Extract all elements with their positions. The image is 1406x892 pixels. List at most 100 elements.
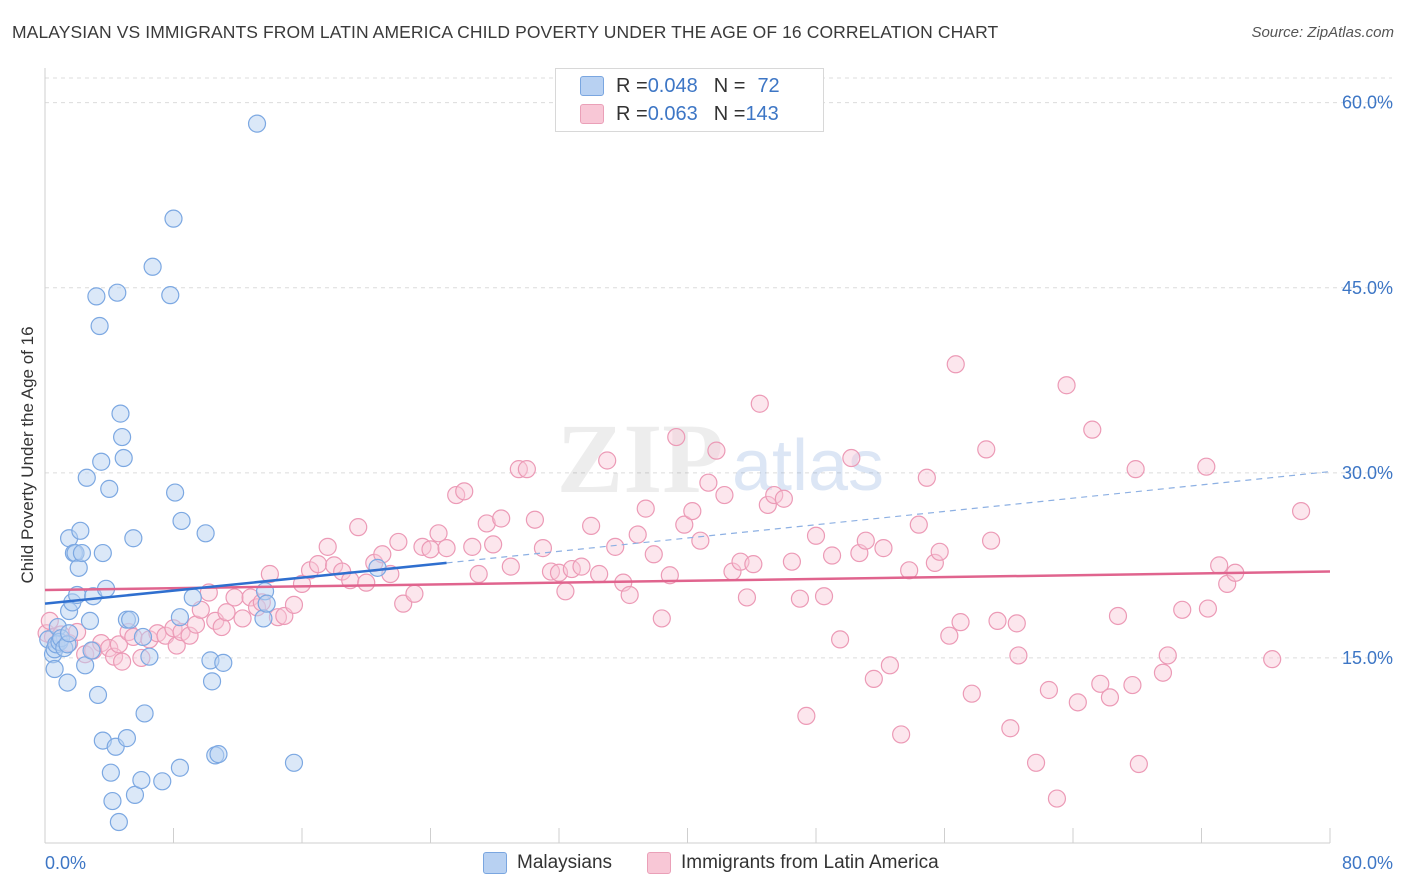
data-point-immigrants — [1108, 606, 1128, 626]
data-point-malaysians — [111, 404, 130, 423]
data-point-immigrants — [737, 588, 757, 607]
data-point-malaysians — [247, 114, 267, 133]
data-point-immigrants — [318, 537, 337, 556]
series-malaysians-points — [39, 114, 387, 832]
data-point-immigrants — [758, 495, 777, 515]
data-point-immigrants — [660, 566, 679, 585]
data-point-immigrants — [598, 451, 617, 470]
series-immigrants-points — [37, 355, 1311, 808]
data-point-malaysians — [108, 283, 127, 302]
data-point-immigrants — [1001, 719, 1020, 738]
data-point-immigrants — [667, 427, 686, 447]
data-point-immigrants — [782, 552, 802, 571]
data-point-immigrants — [797, 706, 816, 726]
data-point-immigrants — [744, 555, 763, 574]
data-point-malaysians — [92, 452, 111, 471]
data-point-malaysians — [101, 763, 120, 782]
data-point-immigrants — [856, 531, 875, 550]
y-tick-label: 60.0% — [1342, 93, 1393, 113]
legend-swatch-blue — [580, 76, 604, 96]
legend-swatch-pink — [647, 852, 671, 874]
data-point-malaysians — [254, 609, 273, 628]
data-point-immigrants — [217, 603, 236, 622]
data-point-immigrants — [1129, 754, 1148, 774]
r-value: 0.048 — [647, 74, 698, 97]
data-point-malaysians — [214, 653, 233, 672]
y-tick-label: 30.0% — [1342, 463, 1393, 483]
data-point-immigrants — [1057, 376, 1076, 395]
trend-line-malaysians — [44, 561, 447, 605]
data-point-immigrants — [909, 515, 928, 534]
data-point-immigrants — [292, 574, 312, 593]
data-point-malaysians — [202, 672, 222, 691]
data-point-immigrants — [421, 540, 440, 559]
data-point-immigrants — [1083, 420, 1102, 439]
data-point-immigrants — [814, 587, 834, 606]
data-point-immigrants — [1173, 600, 1192, 619]
legend-row-immigrants: R = 0.063 N = 143 — [556, 99, 779, 129]
grid-lines — [45, 77, 1392, 659]
data-point-immigrants — [988, 611, 1007, 631]
y-tick-label: 45.0% — [1342, 278, 1393, 298]
data-point-immigrants — [1291, 501, 1311, 521]
data-point-immigrants — [930, 542, 949, 561]
axes — [44, 68, 1331, 844]
data-point-immigrants — [1068, 693, 1087, 712]
data-point-malaysians — [117, 729, 137, 748]
data-point-immigrants — [806, 526, 826, 545]
r-label: R = — [616, 74, 648, 97]
data-point-immigrants — [1026, 753, 1046, 772]
trend-lines — [44, 471, 1331, 605]
data-point-immigrants — [940, 626, 959, 645]
data-point-immigrants — [652, 609, 671, 628]
data-point-immigrants — [284, 595, 304, 614]
data-point-immigrants — [1123, 675, 1142, 695]
data-point-immigrants — [582, 516, 601, 535]
data-point-immigrants — [1153, 663, 1173, 682]
data-point-immigrants — [830, 630, 850, 649]
source-label: Source: ZipAtlas.com — [1251, 24, 1394, 41]
data-point-immigrants — [1100, 688, 1120, 707]
x-tick-label: 80.0% — [1342, 853, 1393, 873]
legend-row-malaysians: R = 0.048 N = 72 — [556, 71, 780, 101]
data-point-immigrants — [644, 545, 663, 564]
data-point-malaysians — [109, 812, 128, 832]
data-point-immigrants — [1210, 556, 1229, 575]
data-point-malaysians — [164, 209, 183, 228]
data-point-immigrants — [556, 582, 575, 601]
data-point-immigrants — [469, 564, 488, 584]
data-point-immigrants — [715, 485, 734, 505]
trend-line-malaysians-extension — [446, 471, 1331, 564]
data-point-immigrants — [167, 636, 186, 655]
legend-item-immigrants[interactable]: Immigrants from Latin America — [647, 852, 939, 874]
data-point-malaysians — [103, 791, 122, 811]
data-point-malaysians — [135, 704, 154, 723]
data-point-immigrants — [525, 510, 545, 529]
r-value: 0.063 — [647, 102, 698, 125]
data-point-immigrants — [774, 489, 793, 508]
data-point-immigrants — [874, 539, 893, 558]
legend-item-malaysians[interactable]: Malaysians — [483, 852, 612, 874]
data-point-immigrants — [429, 524, 448, 543]
data-point-immigrants — [590, 564, 609, 584]
data-point-immigrants — [981, 531, 1001, 550]
data-point-immigrants — [572, 557, 591, 576]
data-point-immigrants — [822, 546, 842, 565]
data-point-malaysians — [90, 316, 109, 336]
data-point-malaysians — [77, 468, 96, 487]
data-point-immigrants — [675, 515, 694, 534]
data-point-immigrants — [683, 501, 702, 521]
data-point-malaysians — [368, 558, 387, 577]
y-tick-label: 15.0% — [1342, 648, 1393, 668]
n-label: N = — [713, 102, 746, 125]
data-point-immigrants — [900, 561, 919, 580]
legend-label: Immigrants from Latin America — [681, 852, 939, 873]
data-point-malaysians — [71, 521, 90, 540]
data-point-immigrants — [1126, 460, 1145, 479]
legend-swatch-pink — [580, 104, 604, 124]
trend-line-immigrants — [44, 570, 1331, 592]
data-point-malaysians — [93, 543, 112, 563]
data-point-malaysians — [170, 758, 190, 777]
data-point-malaysians — [257, 594, 276, 613]
